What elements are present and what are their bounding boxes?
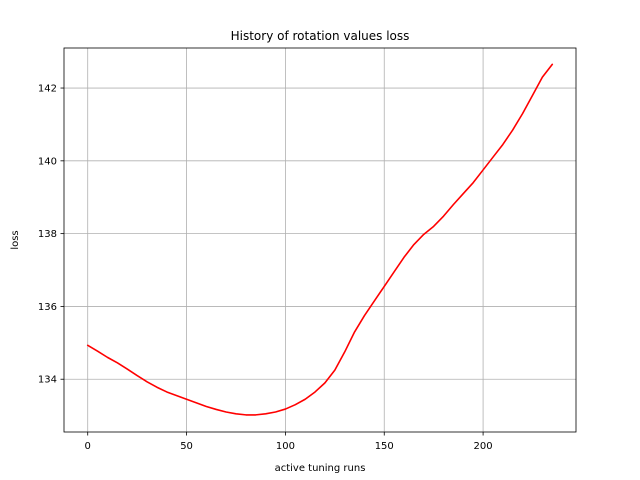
axis-ticks: 0 50 100 150 200 134 136 138 140 142 (38, 84, 493, 452)
series-line (86, 63, 554, 416)
plot-frame (63, 47, 577, 433)
chart-title: History of rotation values loss (231, 29, 410, 43)
x-tick-label: 150 (375, 441, 394, 452)
x-tick-label: 200 (474, 441, 493, 452)
x-tick-label: 0 (85, 441, 91, 452)
y-axis-label: loss (10, 230, 21, 249)
y-tick-label: 136 (38, 302, 57, 313)
x-axis-label: active tuning runs (275, 463, 366, 474)
y-tick-label: 142 (38, 84, 57, 95)
y-tick-label: 134 (38, 375, 57, 386)
y-tick-label: 138 (38, 229, 57, 240)
x-tick-label: 50 (180, 441, 193, 452)
series-layer (86, 63, 554, 416)
y-tick-label: 140 (38, 156, 57, 167)
x-tick-label: 100 (276, 441, 295, 452)
